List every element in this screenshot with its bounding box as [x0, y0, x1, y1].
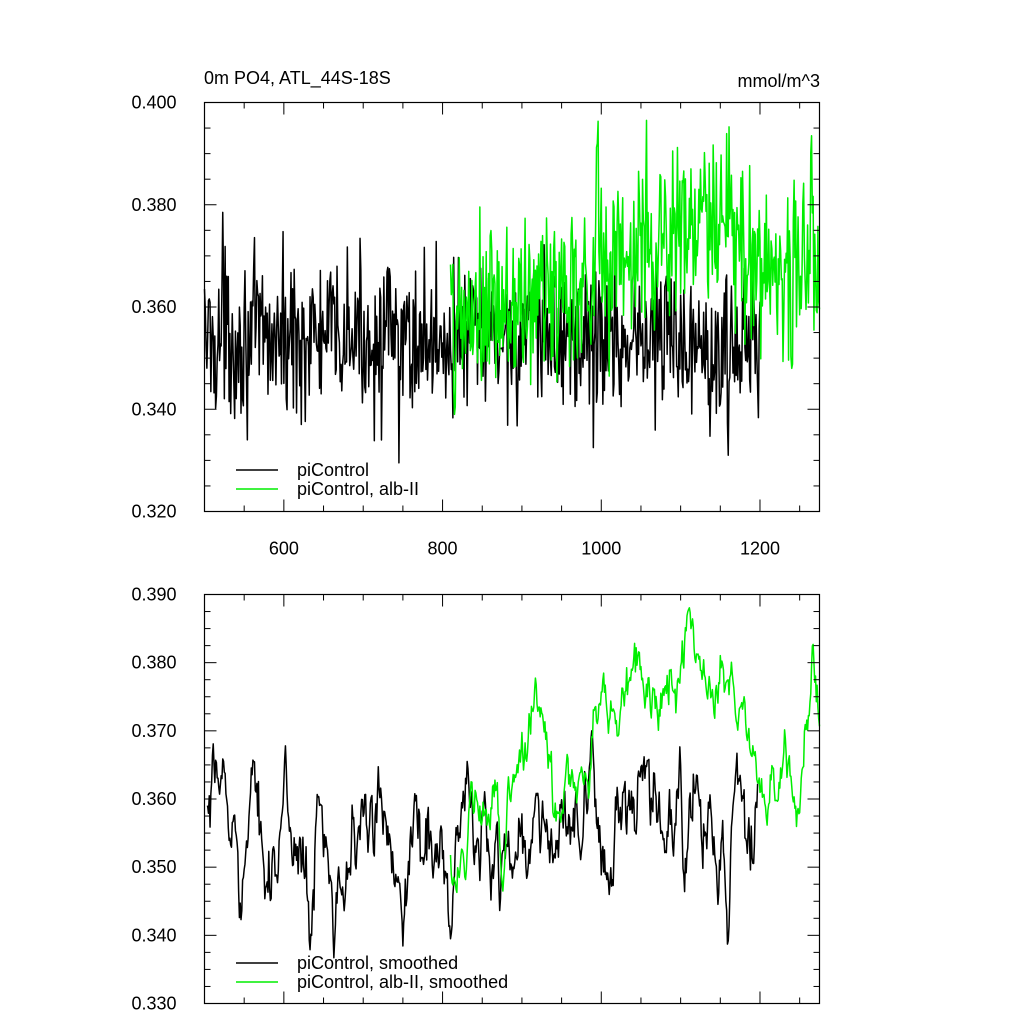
- top-x-tick-label: 600: [269, 539, 299, 559]
- top-series-line-1: [449, 119, 821, 416]
- top-y-tick-label: 0.340: [131, 399, 176, 419]
- legend-label-picontrol: piControl: [297, 460, 369, 480]
- bottom-y-tick-label: 0.340: [131, 925, 176, 945]
- units-label: mmol/m^3: [738, 71, 820, 91]
- top-legend: piControl piControl, alb-II: [236, 460, 419, 499]
- top-y-tick-label: 0.380: [131, 195, 176, 215]
- bottom-series-line-1: [449, 607, 821, 894]
- bottom-y-tick-label: 0.350: [131, 857, 176, 877]
- top-series-group: [203, 119, 821, 464]
- bottom-series-line-0: [206, 730, 759, 959]
- legend-label-alb-ii-smoothed: piControl, alb-II, smoothed: [297, 972, 508, 992]
- top-x-tick-label: 800: [428, 539, 458, 559]
- top-axes: 0.320 0.340 0.360 0.380 0.400 600 800 1000 1200: [131, 93, 820, 559]
- bottom-panel: 0.330 0.340 0.350 0.360 0.370 0.380 0.390 piCo…: [131, 585, 821, 1014]
- bottom-series-group: [206, 607, 821, 959]
- top-x-tick-label: 1200: [740, 539, 780, 559]
- legend-label-alb-ii: piControl, alb-II: [297, 479, 419, 499]
- bottom-axes: 0.330 0.340 0.350 0.360 0.370 0.380 0.390: [131, 585, 820, 1014]
- top-y-tick-label: 0.320: [131, 502, 176, 522]
- top-x-tick-label: 1000: [581, 539, 621, 559]
- bottom-y-tick-label: 0.370: [131, 721, 176, 741]
- bottom-legend: piControl, smoothed piControl, alb-II, s…: [236, 953, 508, 992]
- top-y-tick-label: 0.400: [131, 93, 176, 113]
- bottom-y-tick-label: 0.380: [131, 653, 176, 673]
- chart-title: 0m PO4, ATL_44S-18S: [204, 68, 391, 89]
- legend-label-picontrol-smoothed: piControl, smoothed: [297, 953, 458, 973]
- top-panel: 0m PO4, ATL_44S-18S mmol/m^3 0.3200.3400…: [131, 68, 821, 559]
- top-y-tick-label: 0.360: [131, 297, 176, 317]
- bottom-y-tick-label: 0.390: [131, 585, 176, 605]
- bottom-y-tick-label: 0.330: [131, 994, 176, 1014]
- bottom-y-tick-label: 0.360: [131, 789, 176, 809]
